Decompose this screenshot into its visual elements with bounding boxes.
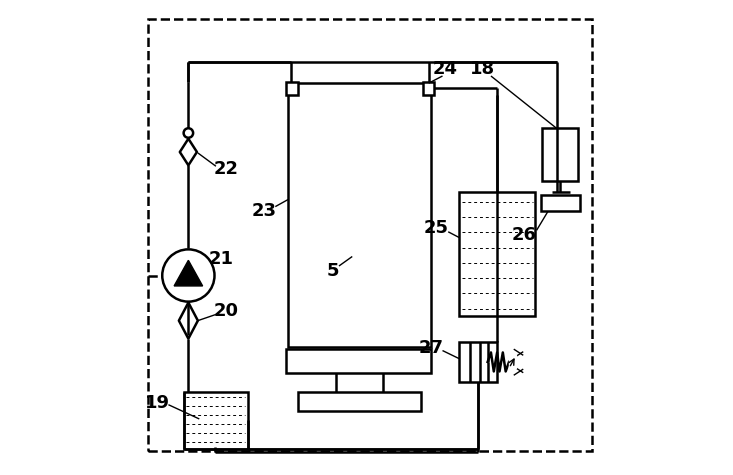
Polygon shape — [509, 355, 516, 368]
Text: 25: 25 — [424, 219, 449, 237]
Bar — [286, 349, 430, 373]
Text: 5: 5 — [327, 262, 339, 280]
Bar — [541, 195, 581, 211]
Polygon shape — [174, 260, 202, 286]
Circle shape — [162, 249, 215, 302]
Text: 21: 21 — [209, 250, 234, 268]
Text: 23: 23 — [252, 202, 277, 220]
Bar — [542, 128, 578, 180]
Bar — [184, 392, 248, 449]
Text: 27: 27 — [418, 339, 443, 357]
Text: 20: 20 — [214, 302, 239, 320]
Bar — [298, 392, 421, 411]
Text: 19: 19 — [145, 394, 170, 412]
Text: 26: 26 — [512, 226, 537, 244]
Bar — [288, 83, 430, 347]
Text: 18: 18 — [471, 60, 496, 78]
Text: 24: 24 — [432, 60, 457, 78]
Circle shape — [184, 128, 193, 138]
Bar — [286, 82, 298, 95]
Polygon shape — [179, 303, 198, 339]
Bar — [422, 82, 435, 95]
Bar — [459, 342, 497, 382]
Bar — [459, 192, 535, 316]
Text: 22: 22 — [214, 160, 239, 178]
Polygon shape — [180, 139, 197, 165]
